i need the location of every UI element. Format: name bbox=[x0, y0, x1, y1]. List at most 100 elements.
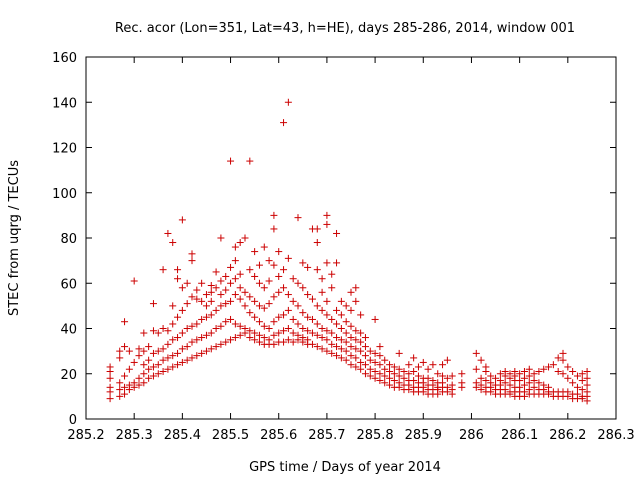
data-point bbox=[323, 347, 331, 355]
data-point bbox=[140, 347, 148, 355]
data-point bbox=[251, 329, 259, 337]
data-point bbox=[578, 370, 586, 378]
data-point bbox=[352, 345, 360, 353]
data-point bbox=[106, 395, 114, 403]
data-point bbox=[361, 334, 369, 342]
data-point bbox=[578, 377, 586, 385]
data-point bbox=[255, 302, 263, 310]
data-point bbox=[265, 300, 273, 308]
data-point bbox=[227, 336, 235, 344]
data-point bbox=[308, 315, 316, 323]
data-point bbox=[578, 386, 586, 394]
data-point bbox=[145, 356, 153, 364]
data-point bbox=[294, 320, 302, 328]
data-point bbox=[149, 327, 157, 335]
data-point bbox=[246, 309, 254, 317]
data-point bbox=[333, 352, 341, 360]
data-point bbox=[352, 327, 360, 335]
data-point bbox=[328, 315, 336, 323]
data-point bbox=[159, 325, 167, 332]
data-point bbox=[496, 377, 504, 385]
data-point bbox=[366, 372, 374, 380]
data-point bbox=[275, 329, 283, 337]
data-point bbox=[284, 98, 292, 106]
data-point bbox=[260, 284, 268, 292]
data-point bbox=[540, 365, 548, 373]
data-point bbox=[164, 327, 172, 335]
data-point bbox=[198, 279, 206, 287]
data-point bbox=[347, 361, 355, 369]
data-point bbox=[130, 379, 138, 387]
data-point bbox=[371, 315, 379, 323]
data-point bbox=[140, 361, 148, 369]
data-point bbox=[217, 302, 225, 310]
data-point bbox=[284, 291, 292, 299]
data-point bbox=[366, 356, 374, 364]
data-point bbox=[501, 367, 509, 375]
x-tick-label: 285.9 bbox=[405, 428, 442, 443]
data-point bbox=[342, 318, 350, 326]
data-point bbox=[294, 302, 302, 310]
data-point bbox=[304, 336, 312, 344]
data-point bbox=[188, 354, 196, 362]
data-point bbox=[178, 306, 186, 314]
data-point bbox=[487, 379, 495, 387]
data-point bbox=[116, 386, 124, 394]
data-point bbox=[318, 345, 326, 353]
data-point bbox=[573, 372, 581, 380]
data-point bbox=[227, 157, 235, 165]
data-point bbox=[241, 288, 249, 296]
data-point bbox=[130, 358, 138, 366]
data-point bbox=[251, 297, 259, 305]
y-tick-label: 40 bbox=[60, 323, 77, 338]
data-point bbox=[289, 329, 297, 337]
data-point bbox=[140, 370, 148, 378]
data-point bbox=[193, 336, 201, 344]
data-point bbox=[342, 302, 350, 310]
data-point bbox=[564, 374, 572, 382]
data-point bbox=[106, 363, 114, 371]
data-point bbox=[202, 331, 210, 339]
y-tick-label: 0 bbox=[69, 413, 77, 428]
x-tick-label: 285.5 bbox=[212, 428, 249, 443]
data-point bbox=[506, 381, 514, 389]
data-point bbox=[361, 361, 369, 369]
data-point bbox=[174, 361, 182, 369]
data-point bbox=[410, 367, 418, 375]
data-point bbox=[154, 347, 162, 355]
data-point bbox=[207, 282, 215, 290]
data-point bbox=[342, 356, 350, 364]
y-tick-label: 60 bbox=[60, 277, 77, 292]
data-point bbox=[419, 358, 427, 366]
data-point bbox=[477, 356, 485, 364]
data-point bbox=[207, 288, 215, 296]
data-point bbox=[323, 220, 331, 228]
x-tick-label: 286.1 bbox=[501, 428, 538, 443]
data-point bbox=[280, 266, 288, 274]
data-point bbox=[222, 272, 230, 280]
data-point bbox=[231, 320, 239, 328]
data-point bbox=[304, 263, 312, 271]
data-point bbox=[231, 257, 239, 265]
data-point bbox=[400, 367, 408, 375]
data-point bbox=[318, 306, 326, 314]
data-point bbox=[164, 365, 172, 373]
data-point bbox=[207, 345, 215, 353]
data-point bbox=[386, 381, 394, 389]
data-point bbox=[260, 322, 268, 330]
data-point bbox=[145, 343, 153, 351]
y-tick-label: 160 bbox=[52, 51, 77, 66]
data-point bbox=[352, 363, 360, 371]
data-point bbox=[106, 374, 114, 382]
data-point bbox=[347, 343, 355, 351]
data-point bbox=[159, 266, 167, 274]
data-point bbox=[183, 343, 191, 351]
y-tick-label: 120 bbox=[52, 142, 77, 157]
data-point bbox=[183, 279, 191, 287]
data-point bbox=[241, 234, 249, 242]
data-point bbox=[328, 270, 336, 278]
data-point bbox=[222, 338, 230, 346]
data-point bbox=[188, 257, 196, 265]
data-point bbox=[381, 356, 389, 364]
data-point bbox=[361, 343, 369, 351]
